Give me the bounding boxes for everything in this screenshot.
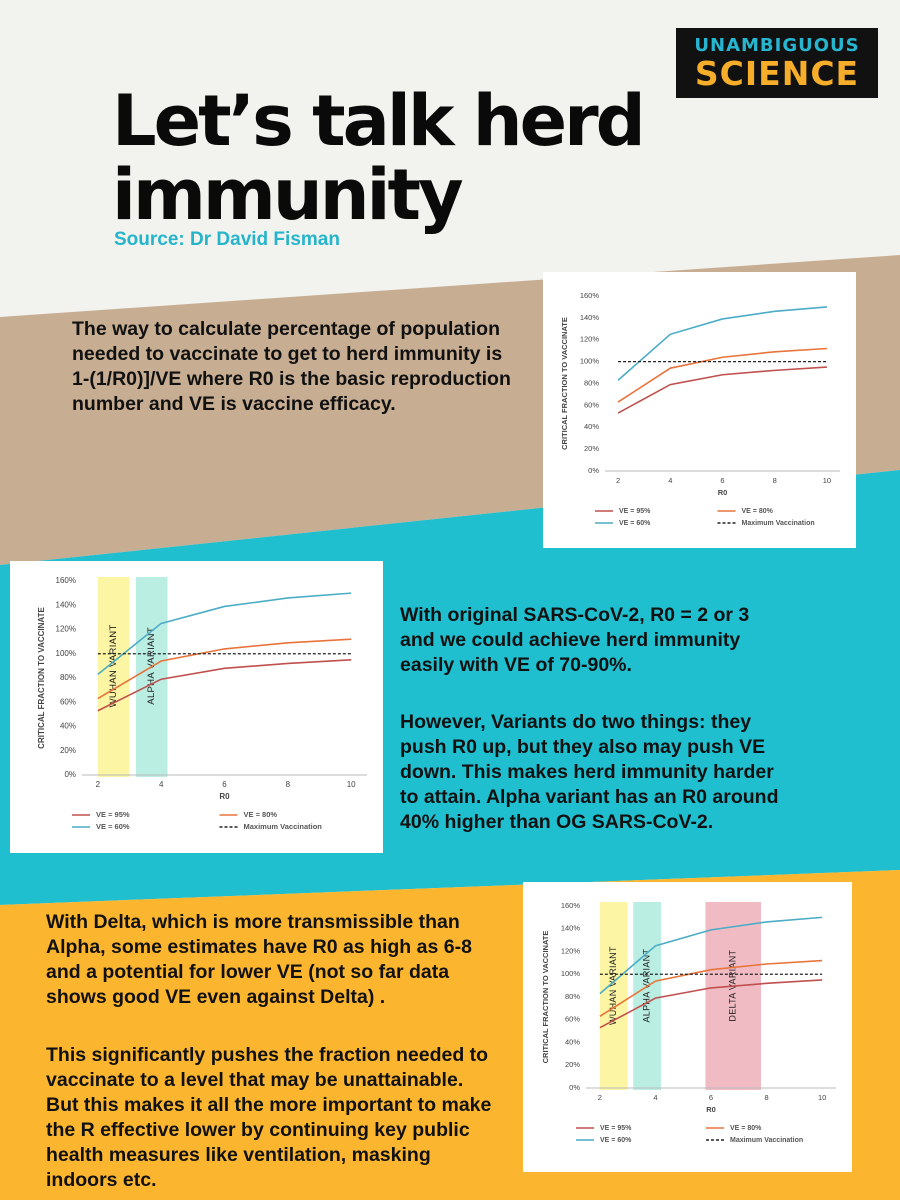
y-tick-label: 60% <box>565 1015 580 1024</box>
chart-card-bottom: WUHAN VARIANT ALPHA VARIANT DELTA VARIANT 0… <box>523 882 852 1172</box>
bottom-paragraph-1: With Delta, which is more transmissible … <box>46 911 472 1008</box>
legend-label: Maximum Vaccination <box>742 520 815 527</box>
legend-label: VE = 80% <box>742 508 774 515</box>
logo-line-1: UNAMBIGUOUS <box>694 35 860 56</box>
variant-band <box>705 902 761 1090</box>
x-axis-label: R0 <box>718 488 728 497</box>
y-axis-label: CRITICAL FRACTION TO VACCINATE <box>541 931 550 1064</box>
x-tick-label: 8 <box>764 1093 768 1102</box>
brand-logo: UNAMBIGUOUS SCIENCE <box>676 28 878 98</box>
y-tick-label: 100% <box>561 969 581 978</box>
y-tick-label: 160% <box>561 901 581 910</box>
legend-label: Maximum Vaccination <box>730 1137 803 1144</box>
variant-band <box>633 902 661 1090</box>
y-tick-label: 160% <box>580 291 600 300</box>
series-line <box>599 979 823 1029</box>
series-line <box>97 659 352 712</box>
x-tick-label: 2 <box>96 780 101 789</box>
x-tick-label: 6 <box>720 476 724 485</box>
page-title: Let’s talk herd immunity <box>112 80 646 236</box>
y-tick-label: 140% <box>56 600 76 609</box>
series-line <box>599 916 823 995</box>
x-tick-label: 8 <box>286 780 291 789</box>
legend-label: VE = 95% <box>96 810 130 819</box>
y-tick-label: 140% <box>580 313 600 322</box>
variant-band-label: WUHAN VARIANT <box>608 946 618 1025</box>
chart-card-middle: WUHAN VARIANT ALPHA VARIANT 0% 20% 40% 60% 80%… <box>10 561 383 853</box>
delta-variant-chart: WUHAN VARIANT ALPHA VARIANT DELTA VARIANT0… <box>541 901 836 1144</box>
source-credit: Source: Dr David Fisman <box>114 229 340 250</box>
variant-band-label: WUHAN VARIANT <box>108 624 119 707</box>
x-tick-label: 4 <box>653 1093 657 1102</box>
x-tick-label: 4 <box>159 780 164 789</box>
y-tick-label: 0% <box>588 466 599 475</box>
variant-band <box>97 577 130 777</box>
x-tick-label: 6 <box>709 1093 713 1102</box>
intro-paragraph: The way to calculate percentage of popul… <box>72 318 511 415</box>
y-axis-label: CRITICAL FRACTION TO VACCINATE <box>560 317 569 450</box>
legend-label: VE = 60% <box>619 520 651 527</box>
logo-line-2: SCIENCE <box>694 54 860 93</box>
legend-label: VE = 60% <box>96 822 130 831</box>
x-axis-label: R0 <box>706 1105 716 1114</box>
x-tick-label: 10 <box>818 1093 826 1102</box>
legend-label: VE = 95% <box>600 1125 632 1132</box>
herd-immunity-chart: 0% 20% 40% 60% 80% 100% 120% 140% 160% 2 4 6 8 10 R0 CR… <box>560 291 840 527</box>
y-tick-label: 100% <box>580 357 600 366</box>
y-tick-label: 60% <box>60 697 76 706</box>
y-tick-label: 40% <box>565 1037 580 1046</box>
series-line <box>97 592 352 675</box>
x-axis-label: R0 <box>219 792 230 801</box>
variant-chart: WUHAN VARIANT ALPHA VARIANT0%20%40%60%80%… <box>37 576 367 831</box>
variant-band-label: ALPHA VARIANT <box>641 949 651 1023</box>
y-tick-label: 40% <box>60 722 76 731</box>
y-tick-label: 140% <box>561 924 581 933</box>
variant-band <box>135 577 168 777</box>
legend-label: VE = 60% <box>600 1137 632 1144</box>
y-tick-label: 120% <box>56 625 76 634</box>
y-tick-label: 20% <box>584 444 599 453</box>
chart-card-top: 0% 20% 40% 60% 80% 100% 120% 140% 160% 2 4 6 8 10 R0 CR… <box>543 272 856 548</box>
y-tick-label: 160% <box>56 576 76 585</box>
legend-label: Maximum Vaccination <box>244 822 323 831</box>
y-tick-label: 120% <box>580 335 600 344</box>
series-line <box>617 347 827 403</box>
legend-label: VE = 80% <box>730 1125 762 1132</box>
y-tick-label: 80% <box>565 992 580 1001</box>
middle-paragraph-1: With original SARS-CoV-2, R0 = 2 or 3 an… <box>400 604 750 676</box>
y-tick-label: 80% <box>60 673 76 682</box>
variant-band <box>599 902 628 1090</box>
y-tick-label: 100% <box>56 649 76 658</box>
series-line <box>617 306 828 381</box>
x-tick-label: 10 <box>347 780 356 789</box>
x-tick-label: 2 <box>598 1093 602 1102</box>
series-line <box>97 638 352 700</box>
x-tick-label: 4 <box>668 476 672 485</box>
y-axis-label: CRITICAL FRACTION TO VACCINATE <box>37 607 46 749</box>
y-tick-label: 120% <box>561 946 581 955</box>
series-line <box>599 959 823 1018</box>
middle-paragraph-2: However, Variants do two things: they pu… <box>400 711 779 833</box>
y-tick-label: 0% <box>64 770 76 779</box>
x-tick-label: 8 <box>773 476 777 485</box>
y-tick-label: 20% <box>565 1060 580 1069</box>
y-tick-label: 0% <box>569 1083 580 1092</box>
x-tick-label: 6 <box>222 780 227 789</box>
y-tick-label: 40% <box>584 422 599 431</box>
y-tick-label: 20% <box>60 746 76 755</box>
bottom-paragraph-2: This significantly pushes the fraction n… <box>46 1044 492 1191</box>
legend-label: VE = 95% <box>619 508 651 515</box>
y-tick-label: 60% <box>584 400 599 409</box>
legend-label: VE = 80% <box>244 810 278 819</box>
series-line <box>617 366 827 414</box>
x-tick-label: 10 <box>823 476 831 485</box>
y-tick-label: 80% <box>584 378 599 387</box>
x-tick-label: 2 <box>616 476 620 485</box>
